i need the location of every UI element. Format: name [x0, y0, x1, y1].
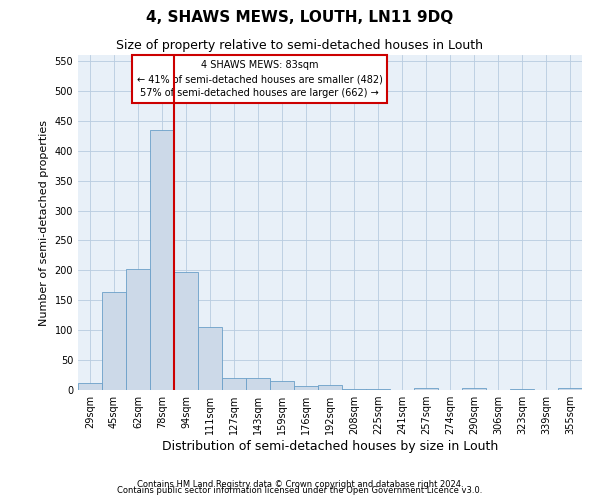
- Bar: [342, 389, 366, 390]
- Bar: [462, 388, 486, 390]
- Bar: [222, 378, 246, 390]
- Text: Contains public sector information licensed under the Open Government Licence v3: Contains public sector information licen…: [118, 486, 482, 495]
- Bar: [294, 386, 318, 390]
- Text: 4, SHAWS MEWS, LOUTH, LN11 9DQ: 4, SHAWS MEWS, LOUTH, LN11 9DQ: [146, 10, 454, 25]
- Bar: [318, 385, 342, 390]
- Y-axis label: Number of semi-detached properties: Number of semi-detached properties: [39, 120, 49, 326]
- Bar: [126, 269, 150, 390]
- Bar: [246, 378, 270, 390]
- Bar: [174, 272, 198, 390]
- Text: Contains HM Land Registry data © Crown copyright and database right 2024.: Contains HM Land Registry data © Crown c…: [137, 480, 463, 489]
- Bar: [414, 388, 438, 390]
- Bar: [198, 327, 222, 390]
- X-axis label: Distribution of semi-detached houses by size in Louth: Distribution of semi-detached houses by …: [162, 440, 498, 453]
- Bar: [270, 381, 294, 390]
- Bar: [78, 383, 102, 390]
- Bar: [558, 388, 582, 390]
- Bar: [102, 292, 126, 390]
- Bar: [150, 130, 174, 390]
- Text: 4 SHAWS MEWS: 83sqm
← 41% of semi-detached houses are smaller (482)
57% of semi-: 4 SHAWS MEWS: 83sqm ← 41% of semi-detach…: [137, 60, 382, 98]
- Text: Size of property relative to semi-detached houses in Louth: Size of property relative to semi-detach…: [116, 39, 484, 52]
